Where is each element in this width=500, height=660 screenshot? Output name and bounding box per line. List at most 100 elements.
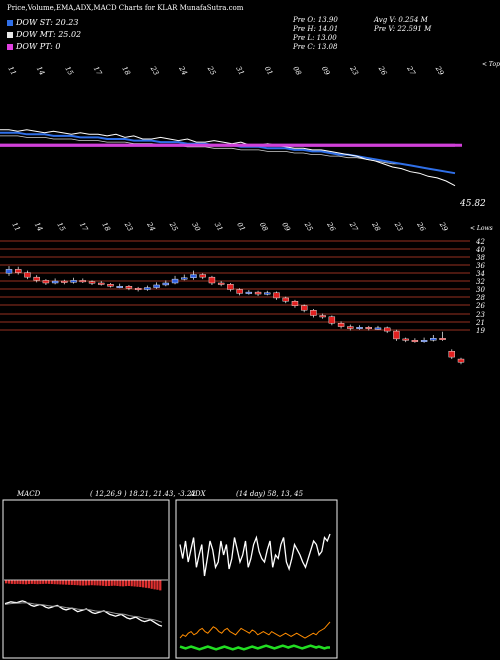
macd-histogram-bar bbox=[142, 580, 145, 588]
macd-histogram-bar bbox=[119, 580, 122, 587]
macd-histogram-bar bbox=[79, 580, 82, 586]
macd-histogram-bar bbox=[122, 580, 125, 587]
candle-body bbox=[134, 288, 142, 290]
legend-dow-pt: DOW PT: 0 bbox=[7, 42, 87, 53]
price-tick-label: 40 bbox=[475, 246, 485, 254]
top-date-label: 27 bbox=[405, 64, 417, 77]
price-tick-label: 32 bbox=[476, 278, 485, 286]
macd-histogram-bar bbox=[147, 580, 150, 589]
bottom-date-label: 26 bbox=[415, 220, 427, 233]
macd-histogram-bar bbox=[30, 580, 33, 584]
candle-body bbox=[282, 297, 289, 302]
legend-dow-st: DOW ST: 20.23 bbox=[7, 18, 87, 29]
lows-label: < Lows bbox=[470, 225, 493, 232]
top-date-label: 31 bbox=[234, 65, 245, 77]
bottom-date-label: 27 bbox=[347, 220, 359, 233]
legend-label: DOW ST: 20.23 bbox=[16, 18, 79, 27]
candle-body bbox=[79, 280, 86, 283]
macd-histogram-bar bbox=[127, 580, 130, 586]
candle-body bbox=[439, 338, 446, 340]
candle-body bbox=[5, 269, 13, 274]
bottom-date-label: 17 bbox=[78, 221, 90, 233]
candle-body bbox=[51, 280, 59, 284]
candle-body bbox=[374, 327, 382, 330]
candle-body bbox=[181, 277, 188, 280]
candle-body bbox=[319, 315, 326, 318]
price-tick-label: 30 bbox=[476, 286, 485, 294]
top-date-label: 23 bbox=[348, 64, 360, 77]
macd-histogram-bar bbox=[159, 580, 162, 591]
candle-body bbox=[328, 316, 336, 324]
bottom-date-label: 31 bbox=[213, 221, 224, 233]
top-date-label: 26 bbox=[376, 64, 388, 77]
last-price-label: 45.82 bbox=[459, 199, 486, 209]
macd-label: MACD bbox=[16, 490, 41, 498]
series-line-dow-mt bbox=[0, 135, 456, 174]
macd-histogram-bar bbox=[16, 580, 19, 584]
candle-body bbox=[402, 338, 409, 341]
candle-body bbox=[33, 276, 40, 281]
bottom-date-label: 11 bbox=[10, 221, 21, 233]
macd-signal-line bbox=[4, 602, 163, 623]
candle-body bbox=[356, 327, 363, 329]
candle-body bbox=[70, 280, 77, 283]
bottom-date-label: 14 bbox=[33, 221, 44, 233]
macd-histogram-bar bbox=[116, 580, 119, 586]
candle-body bbox=[273, 292, 280, 299]
candle-body bbox=[420, 340, 428, 342]
legend-swatch bbox=[7, 44, 13, 50]
bottom-date-label: 29 bbox=[437, 220, 449, 233]
candle-body bbox=[171, 278, 179, 284]
macd-histogram-bar bbox=[104, 580, 108, 587]
macd-histogram-bar bbox=[64, 580, 68, 585]
candle-body bbox=[42, 280, 50, 284]
macd-histogram-bar bbox=[139, 580, 142, 588]
macd-histogram-bar bbox=[42, 580, 45, 584]
top-date-label: 17 bbox=[92, 65, 104, 77]
bottom-date-label: 01 bbox=[235, 221, 246, 233]
legend-dow-mt: DOW MT: 25.02 bbox=[7, 30, 87, 41]
candle-body bbox=[88, 281, 96, 284]
top-date-label: 23 bbox=[148, 64, 160, 77]
candle-body bbox=[24, 272, 31, 278]
candle-body bbox=[393, 330, 400, 340]
prev-high: Pre H: 14.01 bbox=[293, 25, 339, 33]
macd-histogram-bar bbox=[156, 580, 159, 590]
candle-body bbox=[153, 284, 160, 288]
macd-histogram-bar bbox=[150, 580, 153, 589]
top-date-label: 11 bbox=[6, 65, 17, 77]
macd-histogram-bar bbox=[67, 580, 71, 585]
top-date-label: 24 bbox=[177, 64, 189, 77]
candle-body bbox=[144, 287, 151, 290]
candle-body bbox=[190, 274, 197, 278]
macd-histogram-bar bbox=[107, 580, 111, 586]
candle-body bbox=[291, 301, 299, 306]
candle-body bbox=[98, 282, 105, 285]
candle-body bbox=[264, 292, 271, 295]
candle-body bbox=[430, 338, 437, 341]
macd-histogram-bar bbox=[56, 580, 59, 585]
prev-open: Pre O: 13.90 bbox=[293, 16, 338, 24]
macd-histogram-bar bbox=[39, 580, 42, 585]
macd-histogram-bar bbox=[10, 580, 13, 584]
bottom-date-label: 25 bbox=[302, 220, 314, 233]
avg-volume: Avg V: 0.254 M bbox=[374, 16, 428, 24]
price-tick-label: 23 bbox=[475, 311, 485, 319]
price-tick-label: 21 bbox=[475, 319, 485, 327]
price-tick-label: 28 bbox=[475, 294, 485, 302]
top-date-label: 08 bbox=[291, 65, 303, 77]
macd-histogram-bar bbox=[130, 580, 133, 587]
legend-swatch bbox=[7, 32, 13, 38]
price-tick-label: 19 bbox=[476, 327, 485, 335]
top-date-label: 29 bbox=[433, 64, 445, 77]
macd-histogram-bar bbox=[76, 580, 79, 586]
macd-histogram-bar bbox=[124, 580, 128, 587]
price-tick-label: 34 bbox=[476, 270, 485, 278]
macd-params: ( 12,26,9 ) 18.21, 21.43, -3.22 bbox=[90, 490, 196, 498]
macd-histogram-bar bbox=[70, 580, 73, 585]
bottom-date-label: 24 bbox=[145, 220, 157, 233]
candle-body bbox=[208, 276, 216, 284]
macd-histogram-bar bbox=[62, 580, 65, 585]
bottom-date-label: 15 bbox=[55, 221, 67, 233]
